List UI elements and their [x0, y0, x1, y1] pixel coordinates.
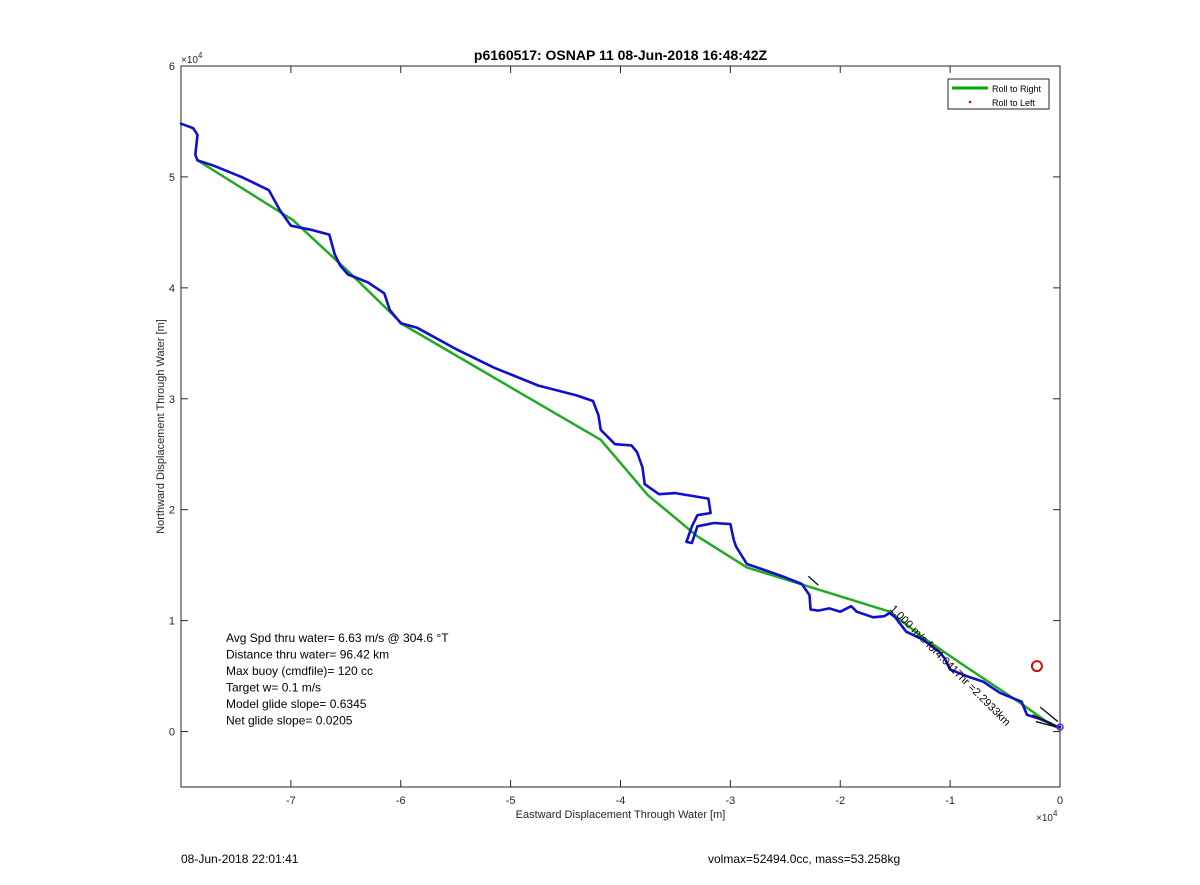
current-vector [1035, 720, 1057, 728]
y-tick-label: 6 [169, 61, 175, 73]
y-tick-label: 3 [169, 394, 175, 406]
footer-timestamp: 08-Jun-2018 22:01:41 [181, 852, 299, 866]
legend-label: Roll to Right [992, 84, 1042, 94]
y-tick-label: 1 [169, 616, 175, 628]
x-exponent-label: ×104 [1036, 809, 1058, 824]
end-point-marker [1056, 723, 1064, 731]
chart-title: p6160517: OSNAP 11 08-Jun-2018 16:48:42Z [474, 47, 768, 63]
legend-box [947, 78, 1050, 110]
series-glider-track [179, 122, 1062, 729]
stats-line: Avg Spd thru water= 6.63 m/s @ 304.6 °T [226, 631, 449, 645]
x-tick-label: -6 [396, 795, 406, 807]
current-vector [1039, 706, 1059, 723]
stats-line: Net glide slope= 0.0205 [226, 714, 353, 728]
target-circle-marker [1030, 660, 1043, 673]
x-tick-label: -3 [725, 795, 735, 807]
x-axis-label: Eastward Displacement Through Water [m] [516, 809, 726, 821]
x-tick-label: 0 [1057, 795, 1063, 807]
y-tick-label: 0 [169, 727, 175, 739]
footer-volmax-mass: volmax=52494.0cc, mass=53.258kg [708, 852, 901, 866]
y-tick-label: 5 [169, 172, 175, 184]
y-tick-label: 2 [169, 505, 175, 517]
x-tick-label: -5 [506, 795, 516, 807]
x-tick-label: -4 [616, 795, 626, 807]
current-vector [1032, 714, 1056, 727]
y-axis-label: Northward Displacement Through Water [m] [155, 319, 167, 534]
legend-label: Roll to Left [992, 98, 1036, 108]
stats-line: Target w= 0.1 m/s [226, 681, 321, 695]
y-exponent-label: ×104 [181, 51, 203, 66]
stats-line: Distance thru water= 96.42 km [226, 648, 389, 662]
stats-line: Model glide slope= 0.6345 [226, 697, 367, 711]
legend-swatch-dot [968, 100, 972, 104]
x-tick-label: -7 [286, 795, 296, 807]
current-vector [807, 575, 819, 586]
x-tick-label: -2 [835, 795, 845, 807]
stats-line: Max buoy (cmdfile)= 120 cc [226, 664, 373, 678]
plot-area [180, 65, 1061, 788]
y-tick-label: 4 [169, 283, 175, 295]
x-tick-label: -1 [945, 795, 955, 807]
